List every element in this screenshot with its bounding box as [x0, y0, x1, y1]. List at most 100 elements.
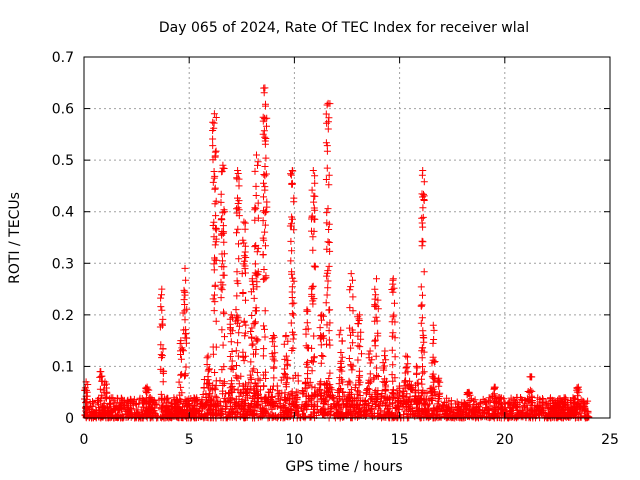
data-point [269, 386, 277, 394]
data-point [419, 363, 426, 371]
data-point [158, 406, 166, 414]
data-point [253, 307, 260, 315]
data-point [242, 390, 250, 397]
data-point [251, 167, 259, 175]
data-point [288, 310, 296, 318]
data-point [209, 381, 217, 389]
data-point [336, 405, 344, 413]
data-point [469, 407, 477, 415]
data-point [373, 275, 380, 283]
data-point [248, 324, 256, 332]
x-axis-label: GPS time / hours [285, 459, 402, 475]
data-point [240, 218, 248, 226]
data-point [429, 392, 437, 400]
data-point [227, 325, 234, 333]
data-point [96, 385, 104, 393]
y-tick-label: 0.5 [52, 153, 74, 169]
data-point [254, 214, 262, 222]
data-point [324, 284, 332, 292]
data-point [389, 329, 397, 337]
data-point [263, 203, 271, 211]
data-point [366, 359, 374, 367]
data-point [569, 394, 577, 402]
data-point [252, 392, 260, 399]
data-point [162, 395, 170, 403]
data-point [254, 199, 262, 207]
data-point [294, 372, 302, 380]
data-point [441, 411, 449, 419]
data-point [177, 337, 185, 345]
data-point [240, 357, 248, 365]
data-point [420, 348, 428, 356]
data-point [404, 368, 412, 376]
data-point [234, 386, 242, 394]
data-point [413, 379, 421, 387]
data-point [193, 396, 201, 404]
data-point [404, 380, 412, 388]
data-point [419, 334, 427, 341]
data-point [323, 209, 331, 217]
data-point [425, 413, 433, 421]
data-point [470, 411, 478, 419]
data-point [242, 254, 250, 261]
data-point [209, 350, 217, 358]
data-point [260, 179, 267, 187]
data-point [417, 319, 425, 327]
data-point [155, 396, 163, 404]
data-point [358, 350, 365, 358]
data-point [365, 385, 373, 393]
x-tick-label: 20 [496, 432, 514, 448]
data-point [210, 124, 218, 132]
data-point [233, 319, 241, 327]
data-point [181, 334, 189, 342]
data-point [209, 118, 217, 126]
data-point [247, 358, 255, 366]
data-point [290, 226, 298, 234]
data-point [240, 318, 248, 326]
data-point [374, 373, 382, 380]
data-point [250, 294, 258, 302]
data-point [308, 283, 316, 291]
data-point [295, 410, 303, 418]
data-point [389, 361, 397, 369]
data-point [204, 367, 212, 375]
data-point [418, 405, 426, 413]
data-point [145, 405, 153, 412]
data-point [315, 386, 323, 394]
x-tick-label: 15 [391, 432, 409, 448]
data-point [348, 411, 356, 419]
data-point [202, 390, 210, 398]
data-point [365, 354, 373, 362]
data-point [434, 376, 442, 384]
data-point [370, 398, 378, 405]
data-point [259, 217, 267, 225]
data-point [261, 307, 269, 315]
data-point [147, 397, 155, 405]
data-point [577, 396, 585, 404]
data-point [253, 337, 261, 345]
data-point [571, 400, 579, 408]
data-point [220, 363, 228, 371]
data-point [251, 243, 259, 251]
data-point [562, 395, 570, 403]
data-point [389, 386, 397, 394]
data-point [303, 360, 310, 368]
data-point [420, 196, 428, 203]
data-point [230, 402, 238, 410]
data-point [159, 369, 167, 377]
data-point [402, 393, 410, 401]
data-point [317, 341, 325, 349]
data-point [323, 379, 331, 387]
data-point [274, 403, 282, 410]
data-point [283, 360, 291, 368]
data-point [323, 272, 331, 280]
data-point [244, 401, 252, 409]
data-point [234, 374, 242, 382]
data-point [356, 392, 364, 399]
data-point [366, 391, 374, 399]
data-point [322, 299, 330, 307]
data-point [227, 338, 235, 346]
data-point [317, 392, 325, 400]
data-point [172, 395, 180, 403]
data-point [235, 392, 243, 400]
